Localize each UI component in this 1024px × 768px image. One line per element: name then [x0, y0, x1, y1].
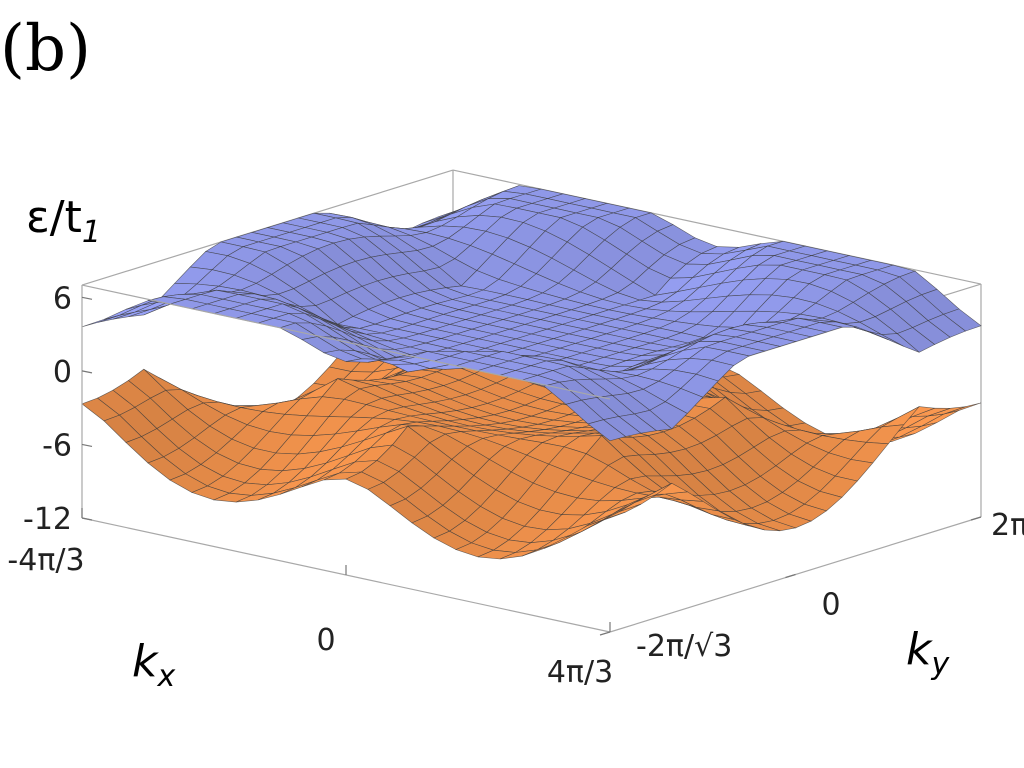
y-axis-title-sub: y	[930, 647, 950, 682]
surface-patch-upper-23-0	[587, 419, 627, 442]
panel-label: (b)	[0, 12, 91, 86]
z-axis-title-main: ε/t	[26, 192, 82, 243]
z-tick-label-2: -6	[42, 428, 72, 463]
y-tick-mark-1	[785, 573, 796, 579]
box-edge-front-top	[81, 284, 611, 400]
y-axis-title-main: k	[906, 624, 933, 675]
y-tick-mark-0	[599, 631, 611, 636]
x-axis-title-main: k	[132, 636, 159, 687]
z-tick-label-3: -12	[23, 502, 72, 537]
x-axis-title: kx	[132, 636, 175, 694]
z-tick-mark-0	[81, 296, 93, 300]
z-tick-mark-3	[81, 517, 93, 521]
y-axis-title: ky	[906, 624, 950, 682]
z-tick-mark-2	[81, 443, 93, 448]
y-tick-mark-2	[970, 516, 982, 521]
z-axis-title-sub: 1	[82, 215, 101, 250]
band-surfaces	[81, 185, 982, 560]
z-axis-title: ε/t1	[26, 192, 101, 250]
z-tick-mark-1	[81, 370, 93, 374]
surface-patch-lower-23-0	[587, 511, 626, 526]
x-tick-label-1: 0	[316, 623, 335, 658]
y-tick-label-1: 0	[822, 588, 841, 623]
x-axis-title-sub: x	[156, 659, 175, 694]
axis-ticks: 6 0 -6 -12 -4π/3 0 4π/3 -2π/√3 0 2π/√3	[7, 281, 1024, 690]
z-tick-label-0: 6	[53, 281, 72, 316]
x-tick-label-2: 4π/3	[547, 655, 613, 690]
x-tick-label-0: -4π/3	[7, 543, 84, 578]
y-tick-label-0: -2π/√3	[636, 629, 732, 664]
z-tick-label-1: 0	[53, 355, 72, 390]
y-tick-label-2: 2π/√3	[991, 508, 1024, 543]
